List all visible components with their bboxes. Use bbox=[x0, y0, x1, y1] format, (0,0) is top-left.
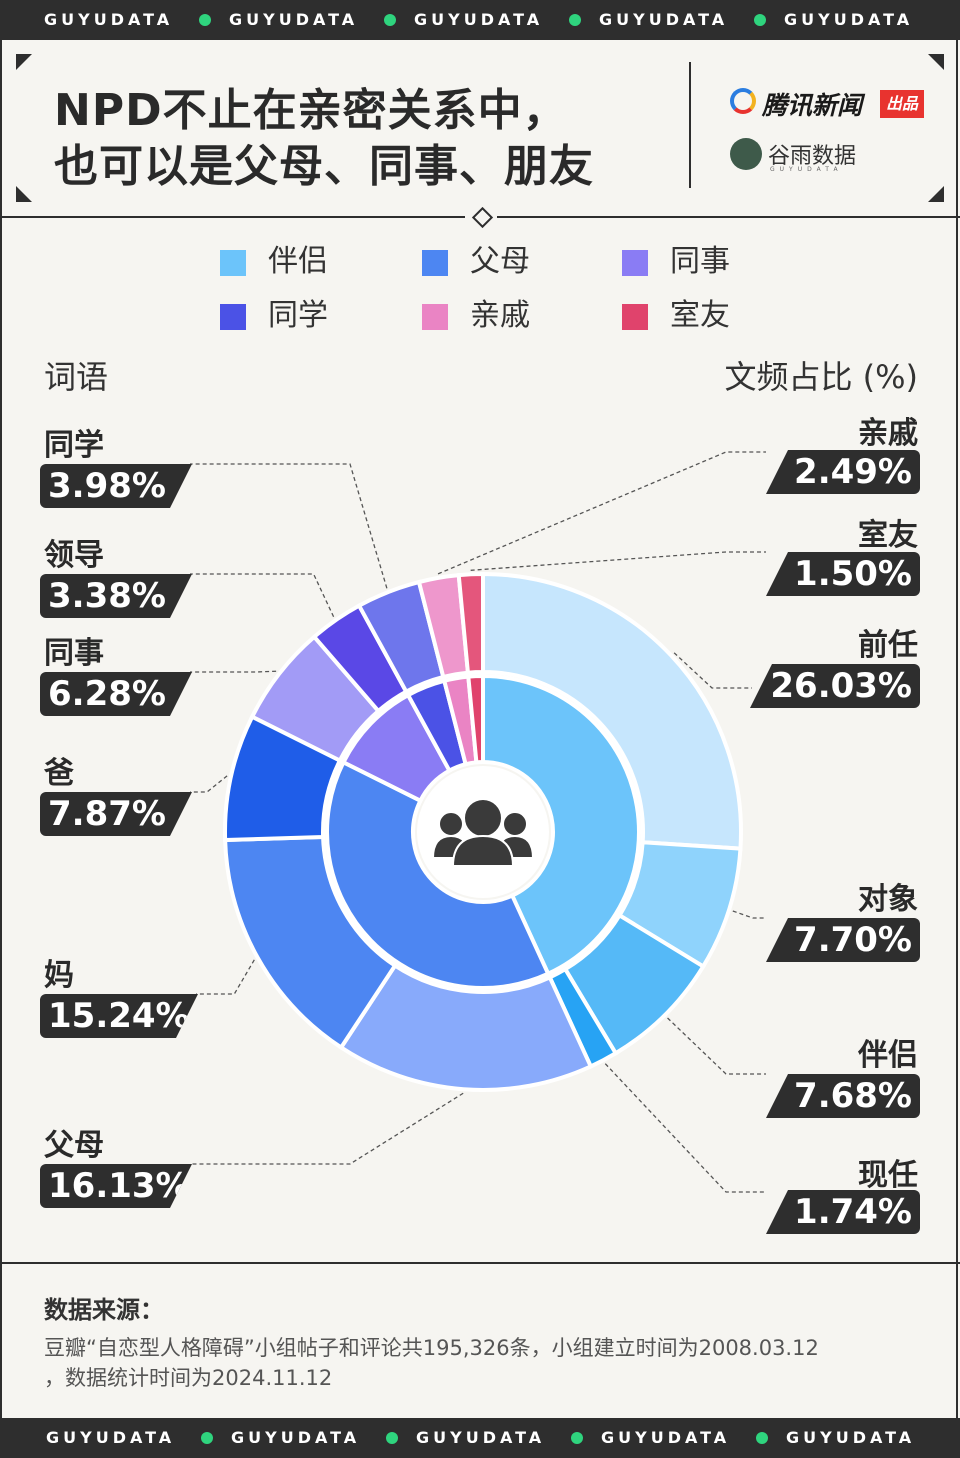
corner-mark-icon bbox=[928, 186, 944, 202]
ticker-dot-icon bbox=[569, 14, 581, 26]
guyu-logo-icon bbox=[730, 138, 762, 170]
label-name-qianren: 前任 bbox=[858, 628, 918, 663]
ticker-dot-icon bbox=[754, 14, 766, 26]
page-title-line-2: 也可以是父母、同事、朋友 bbox=[54, 141, 594, 192]
ticker-text: GUYUDATA bbox=[784, 10, 914, 29]
corner-mark-icon bbox=[928, 54, 944, 70]
ticker-text: GUYUDATA bbox=[601, 1428, 731, 1447]
corner-mark-icon bbox=[16, 54, 32, 70]
label-value-tongshi: 6.28% bbox=[40, 672, 192, 716]
ticker-text: GUYUDATA bbox=[599, 10, 729, 29]
label-value-fumu: 16.13% bbox=[40, 1164, 192, 1208]
header-rule bbox=[0, 216, 465, 218]
label-name-ma: 妈 bbox=[44, 958, 74, 993]
legend-label: 同学 bbox=[268, 298, 328, 333]
header-divider bbox=[689, 62, 691, 188]
ticker-dot-icon bbox=[756, 1432, 768, 1444]
legend-label: 父母 bbox=[470, 244, 530, 279]
legend-label: 同事 bbox=[670, 244, 730, 279]
source-text-line-2: ，数据统计时间为2024.11.12 bbox=[44, 1366, 333, 1390]
source-text-line-1: 豆瓣“自恋型人格障碍”小组帖子和评论共195,326条，小组建立时间为2008.… bbox=[44, 1336, 819, 1360]
legend-label: 伴侣 bbox=[268, 244, 328, 279]
ticker-text: GUYUDATA bbox=[231, 1428, 361, 1447]
ticker-text: GUYUDATA bbox=[786, 1428, 916, 1447]
label-value-xianren: 1.74% bbox=[766, 1190, 920, 1234]
legend-swatch bbox=[622, 250, 648, 276]
content-frame bbox=[0, 40, 958, 1418]
brand-tencent-news: 腾讯新闻 bbox=[762, 91, 863, 120]
label-value-tongxue: 3.98% bbox=[40, 464, 192, 508]
label-name-banlv: 伴侣 bbox=[858, 1038, 918, 1073]
label-value-banlv: 7.68% bbox=[766, 1074, 920, 1118]
brand-guyu-data: 谷雨数据 bbox=[768, 144, 857, 169]
ticker-dot-icon bbox=[199, 14, 211, 26]
label-name-qinqi: 亲戚 bbox=[858, 416, 918, 451]
ticker-dot-icon bbox=[386, 1432, 398, 1444]
source-divider bbox=[0, 1262, 960, 1264]
legend-swatch bbox=[422, 304, 448, 330]
ticker-dot-icon bbox=[201, 1432, 213, 1444]
source-title: 数据来源： bbox=[44, 1296, 164, 1324]
legend-swatch bbox=[422, 250, 448, 276]
label-name-ba: 爸 bbox=[44, 756, 74, 791]
frequency-column-head: 文频占比 (%) bbox=[724, 358, 918, 396]
label-value-shiyou: 1.50% bbox=[766, 552, 920, 596]
ticker-dot-icon bbox=[384, 14, 396, 26]
tencent-news-logo-icon bbox=[730, 88, 756, 114]
label-value-ba: 7.87% bbox=[40, 792, 192, 836]
top-ticker-bar: GUYUDATA GUYUDATA GUYUDATA GUYUDATA GUYU… bbox=[0, 0, 960, 40]
brand-badge: 出品 bbox=[880, 90, 924, 118]
legend-label: 亲戚 bbox=[470, 298, 530, 333]
label-value-qianren: 26.03% bbox=[750, 664, 920, 708]
brand-guyu-subtitle: GUYUDATA bbox=[770, 166, 843, 173]
bottom-ticker-bar: GUYUDATA GUYUDATA GUYUDATA GUYUDATA GUYU… bbox=[0, 1418, 960, 1458]
legend-label: 室友 bbox=[670, 298, 730, 333]
words-column-head: 词语 bbox=[44, 358, 109, 396]
page-title-line-1: NPD不止在亲密关系中， bbox=[54, 85, 568, 136]
label-value-duixiang: 7.70% bbox=[766, 918, 920, 962]
label-name-tongshi: 同事 bbox=[44, 636, 104, 671]
label-name-xianren: 现任 bbox=[858, 1158, 918, 1193]
label-name-shiyou: 室友 bbox=[858, 518, 918, 553]
ticker-text: GUYUDATA bbox=[414, 10, 544, 29]
corner-mark-icon bbox=[16, 186, 32, 202]
label-value-lingdao: 3.38% bbox=[40, 574, 192, 618]
label-name-tongxue: 同学 bbox=[44, 428, 104, 463]
ticker-dot-icon bbox=[571, 1432, 583, 1444]
label-name-duixiang: 对象 bbox=[858, 882, 918, 917]
ticker-text: GUYUDATA bbox=[416, 1428, 546, 1447]
label-name-fumu: 父母 bbox=[44, 1128, 104, 1163]
ticker-text: GUYUDATA bbox=[46, 1428, 176, 1447]
legend-swatch bbox=[622, 304, 648, 330]
label-value-ma: 15.24% bbox=[40, 994, 198, 1038]
header-rule bbox=[497, 216, 960, 218]
label-value-qinqi: 2.49% bbox=[766, 450, 920, 494]
legend-swatch bbox=[220, 250, 246, 276]
legend-swatch bbox=[220, 304, 246, 330]
ticker-text: GUYUDATA bbox=[44, 10, 174, 29]
ticker-text: GUYUDATA bbox=[229, 10, 359, 29]
label-name-lingdao: 领导 bbox=[44, 538, 104, 573]
